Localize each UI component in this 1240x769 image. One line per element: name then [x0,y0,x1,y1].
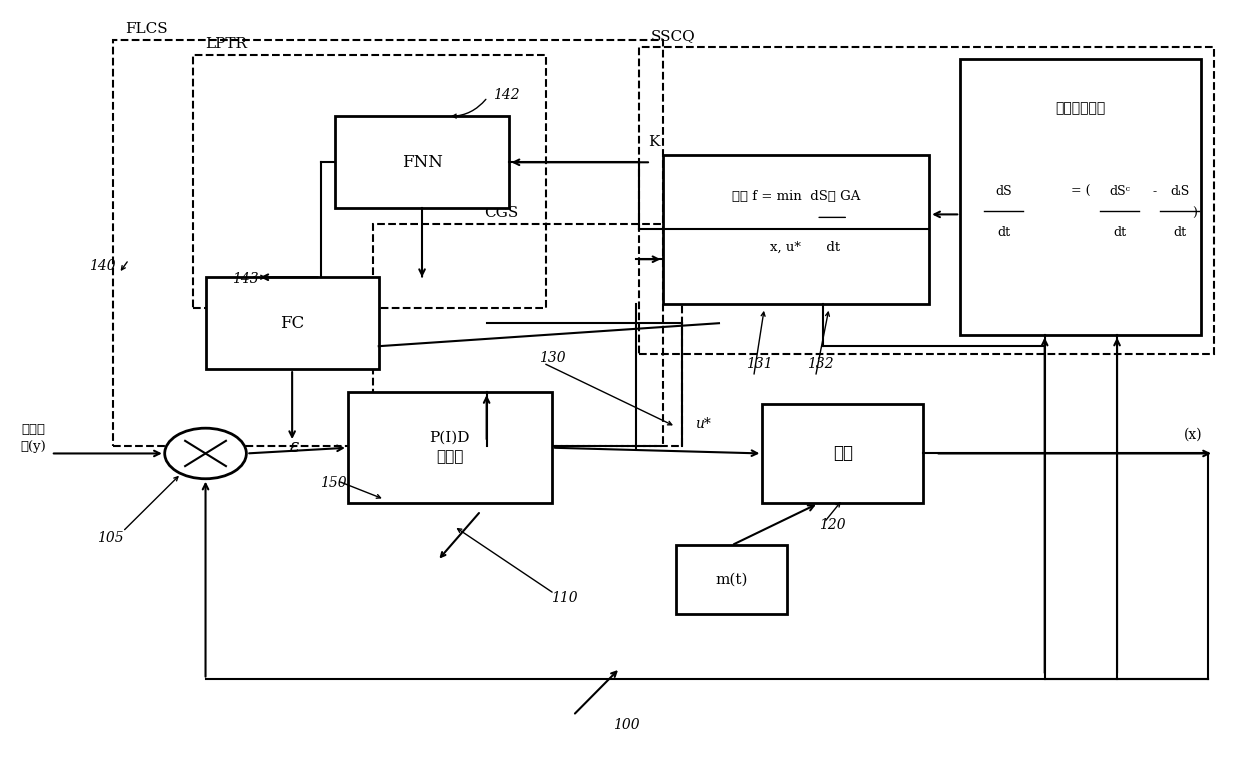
Text: = (: = ( [1071,185,1091,198]
FancyBboxPatch shape [336,116,508,208]
Text: (x): (x) [1183,428,1202,441]
Text: 设备: 设备 [833,445,853,462]
Text: m(t): m(t) [715,573,748,587]
Text: 132: 132 [807,357,833,371]
Text: 120: 120 [820,518,846,531]
Text: LPTR: LPTR [206,37,248,52]
Text: 蛵产生的计算: 蛵产生的计算 [1055,102,1106,115]
Text: CGS: CGS [484,206,518,220]
Text: 具有 f = min  dS的 GA: 具有 f = min dS的 GA [732,190,861,203]
Text: 143: 143 [232,271,258,286]
Text: dt: dt [997,226,1011,239]
FancyBboxPatch shape [960,59,1202,335]
Text: 131: 131 [746,357,773,371]
Text: FNN: FNN [402,154,443,171]
FancyBboxPatch shape [676,545,787,614]
Text: dS: dS [996,185,1012,198]
Text: x, u*      dt: x, u* dt [753,241,839,254]
Text: -: - [1145,185,1157,198]
Text: P(I)D
控制器: P(I)D 控制器 [429,431,470,464]
Circle shape [165,428,247,479]
FancyBboxPatch shape [763,404,923,503]
FancyBboxPatch shape [347,392,552,503]
FancyBboxPatch shape [663,155,929,304]
Text: 140: 140 [89,258,117,273]
Text: FLCS: FLCS [125,22,167,36]
Text: 110: 110 [551,591,578,604]
Text: ε: ε [290,438,299,456]
Text: dt: dt [1114,226,1126,239]
Text: K: K [649,135,660,148]
Text: 参考信
号(y): 参考信 号(y) [21,423,46,453]
Text: FC: FC [280,315,304,331]
Text: 105: 105 [97,531,124,544]
Text: ): ) [1192,207,1197,220]
Text: 100: 100 [613,718,640,732]
Text: SSCQ: SSCQ [651,29,696,44]
Text: dt: dt [1173,226,1187,239]
Text: dᵢS: dᵢS [1171,185,1189,198]
Text: 130: 130 [538,351,565,365]
Text: dSᶜ: dSᶜ [1109,185,1130,198]
Text: u*: u* [694,418,711,431]
FancyBboxPatch shape [206,278,378,369]
Text: 142: 142 [492,88,520,102]
Text: 150: 150 [320,475,346,490]
